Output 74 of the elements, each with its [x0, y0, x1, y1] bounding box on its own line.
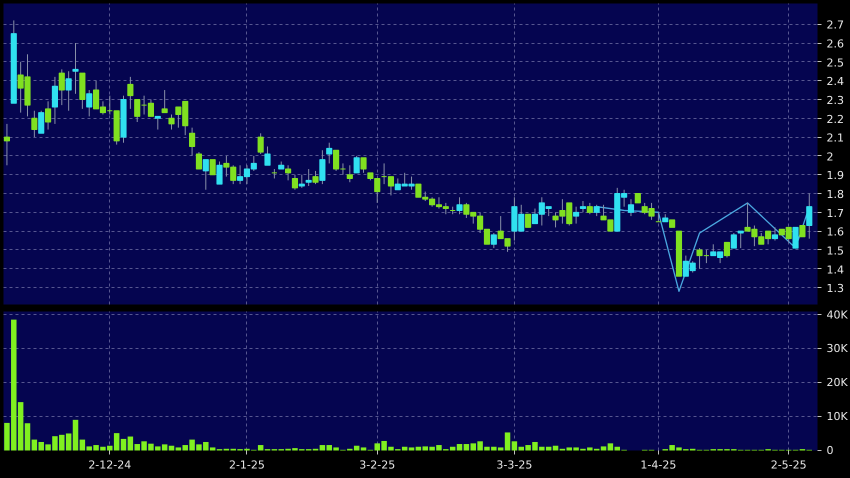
- candlestick: [271, 168, 278, 179]
- candlestick: [298, 174, 305, 188]
- x-tick-label: 2-12-24: [88, 458, 132, 472]
- candlestick: [4, 123, 10, 166]
- x-tick-label: 3-2-25: [359, 458, 396, 472]
- candlestick: [490, 232, 497, 249]
- candlestick: [655, 212, 662, 222]
- y-tick-label: 2: [826, 150, 834, 164]
- candlestick: [210, 159, 216, 176]
- candlestick: [38, 110, 44, 134]
- candlestick: [196, 152, 202, 170]
- y-tick-label: 2.2: [826, 112, 844, 126]
- candlestick: [634, 193, 641, 204]
- candlestick: [31, 110, 38, 138]
- y-tick-label: 1.3: [826, 282, 844, 296]
- candlestick: [72, 42, 79, 94]
- x-tick-label: 1-4-25: [640, 458, 676, 472]
- candlestick: [354, 155, 360, 174]
- candlestick: [216, 161, 223, 185]
- candlestick: [792, 226, 799, 249]
- candlestick: [45, 100, 52, 130]
- candlestick: [738, 230, 744, 249]
- y-tick-label: 1.7: [826, 206, 844, 220]
- y-tick-label: 1.8: [826, 188, 844, 202]
- candlestick: [285, 164, 292, 181]
- y-tick-label: 2.1: [826, 132, 844, 145]
- candlestick: [573, 206, 580, 224]
- y-tick-label: 10K: [826, 410, 848, 423]
- y-tick-label: 2.5: [826, 56, 844, 70]
- x-tick-label: 2-5-25: [770, 458, 807, 472]
- y-tick-label: 30K: [826, 342, 848, 355]
- candlestick: [594, 204, 600, 217]
- y-tick-label: 1.9: [826, 169, 844, 182]
- candlestick: [127, 76, 134, 110]
- y-tick-label: 2.4: [826, 75, 844, 88]
- candlestick: [86, 90, 92, 117]
- candlestick: [202, 159, 209, 190]
- candlestick: [58, 68, 65, 106]
- y-tick-label: 40K: [826, 308, 848, 322]
- candlestick: [319, 150, 326, 185]
- x-tick-label: 3-3-25: [496, 458, 532, 472]
- candlestick: [525, 214, 532, 228]
- candlestick: [292, 174, 298, 190]
- candlestick: [66, 70, 72, 112]
- y-tick-label: 2.3: [826, 94, 844, 107]
- candlestick: [360, 157, 367, 174]
- x-tick-label: 2-1-25: [228, 458, 265, 472]
- candlestick: [724, 242, 730, 258]
- candlestick: [730, 232, 737, 249]
- candlestick: [326, 142, 332, 164]
- candlestick: [258, 132, 264, 154]
- candlestick: [168, 114, 175, 130]
- y-tick-label: 1.5: [826, 244, 844, 258]
- candlestick: [52, 76, 58, 124]
- candlestick: [580, 200, 586, 213]
- candlestick: [772, 226, 778, 242]
- y-tick-label: 2.7: [826, 18, 844, 32]
- candlestick: [628, 198, 634, 217]
- candlestick: [346, 164, 353, 183]
- y-tick-label: 2.6: [826, 38, 844, 51]
- candlestick: [586, 202, 593, 215]
- candlestick: [189, 127, 196, 156]
- candlestick: [264, 146, 271, 166]
- candlestick: [456, 196, 463, 215]
- candlestick: [806, 193, 812, 240]
- candlestick: [799, 224, 806, 238]
- candlestick: [306, 168, 312, 186]
- y-tick-label: 0: [826, 444, 834, 457]
- y-tick-label: 1.6: [826, 226, 844, 239]
- candlestick: [154, 116, 161, 130]
- y-tick-label: 1.4: [826, 263, 844, 276]
- candlestick: [312, 170, 319, 185]
- y-tick-label: 20K: [826, 376, 848, 389]
- candlestick: [162, 90, 168, 114]
